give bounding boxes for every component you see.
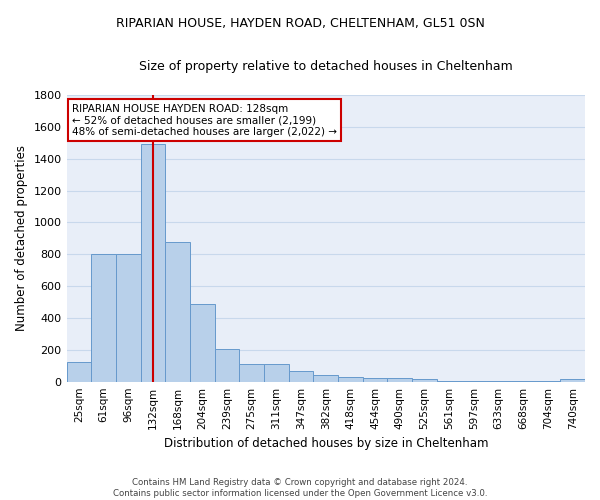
Bar [388, 378, 412, 382]
Bar [338, 377, 363, 382]
Bar [140, 144, 165, 382]
Bar [363, 378, 388, 382]
Bar [190, 304, 215, 382]
X-axis label: Distribution of detached houses by size in Cheltenham: Distribution of detached houses by size … [164, 437, 488, 450]
Bar [313, 376, 338, 382]
Bar [437, 381, 461, 382]
Bar [67, 362, 91, 382]
Text: RIPARIAN HOUSE, HAYDEN ROAD, CHELTENHAM, GL51 0SN: RIPARIAN HOUSE, HAYDEN ROAD, CHELTENHAM,… [116, 18, 484, 30]
Bar [165, 242, 190, 382]
Bar [412, 380, 437, 382]
Bar [116, 254, 140, 382]
Text: Contains HM Land Registry data © Crown copyright and database right 2024.
Contai: Contains HM Land Registry data © Crown c… [113, 478, 487, 498]
Bar [215, 349, 239, 382]
Bar [239, 364, 264, 382]
Text: RIPARIAN HOUSE HAYDEN ROAD: 128sqm
← 52% of detached houses are smaller (2,199)
: RIPARIAN HOUSE HAYDEN ROAD: 128sqm ← 52%… [72, 104, 337, 137]
Title: Size of property relative to detached houses in Cheltenham: Size of property relative to detached ho… [139, 60, 512, 73]
Y-axis label: Number of detached properties: Number of detached properties [15, 146, 28, 332]
Bar [289, 372, 313, 382]
Bar [264, 364, 289, 382]
Bar [560, 380, 585, 382]
Bar [91, 254, 116, 382]
